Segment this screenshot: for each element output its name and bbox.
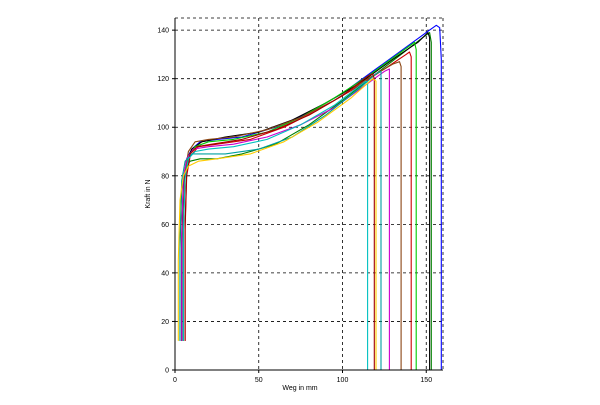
series-line-5	[184, 51, 412, 370]
y-tick-label: 100	[157, 125, 169, 132]
y-tick-label: 40	[161, 270, 169, 277]
series-line-10	[182, 80, 369, 370]
y-tick-label: 140	[157, 28, 169, 35]
y-tick-label: 20	[161, 319, 169, 326]
series-group	[177, 24, 442, 370]
y-tick-label: 60	[161, 222, 169, 229]
y-tick-label: 0	[165, 368, 169, 375]
x-tick-label: 100	[337, 377, 349, 384]
axes	[174, 18, 443, 371]
y-tick-label: 120	[157, 76, 169, 83]
x-tick-label: 50	[255, 377, 263, 384]
plot-area	[175, 18, 443, 370]
x-tick-label: 150	[420, 377, 432, 384]
y-tick-label: 80	[161, 173, 169, 180]
y-axis-title: Kraft in N	[145, 179, 152, 208]
series-line-11	[177, 78, 377, 370]
x-axis-title: Weg in mm	[282, 385, 317, 392]
x-tick-label: 0	[173, 377, 177, 384]
tick-labels: 0 50 100 150 0 20 40 60 80 100 120 140	[157, 28, 432, 384]
